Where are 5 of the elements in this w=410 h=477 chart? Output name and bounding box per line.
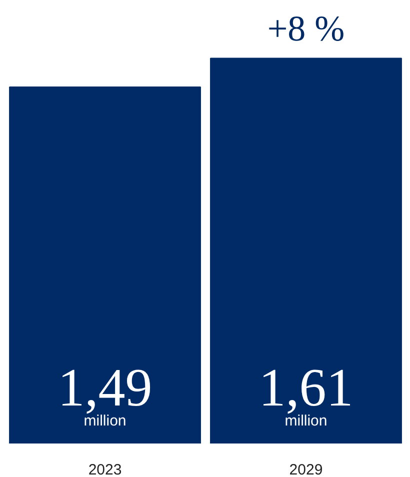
x-tick-label: 2023 (88, 462, 122, 477)
annotation: +8 % (267, 8, 345, 48)
data-label: 1,61 million (258, 358, 354, 430)
x-tick-label: 2029 (289, 462, 323, 477)
data-label: 1,49 million (58, 358, 152, 430)
